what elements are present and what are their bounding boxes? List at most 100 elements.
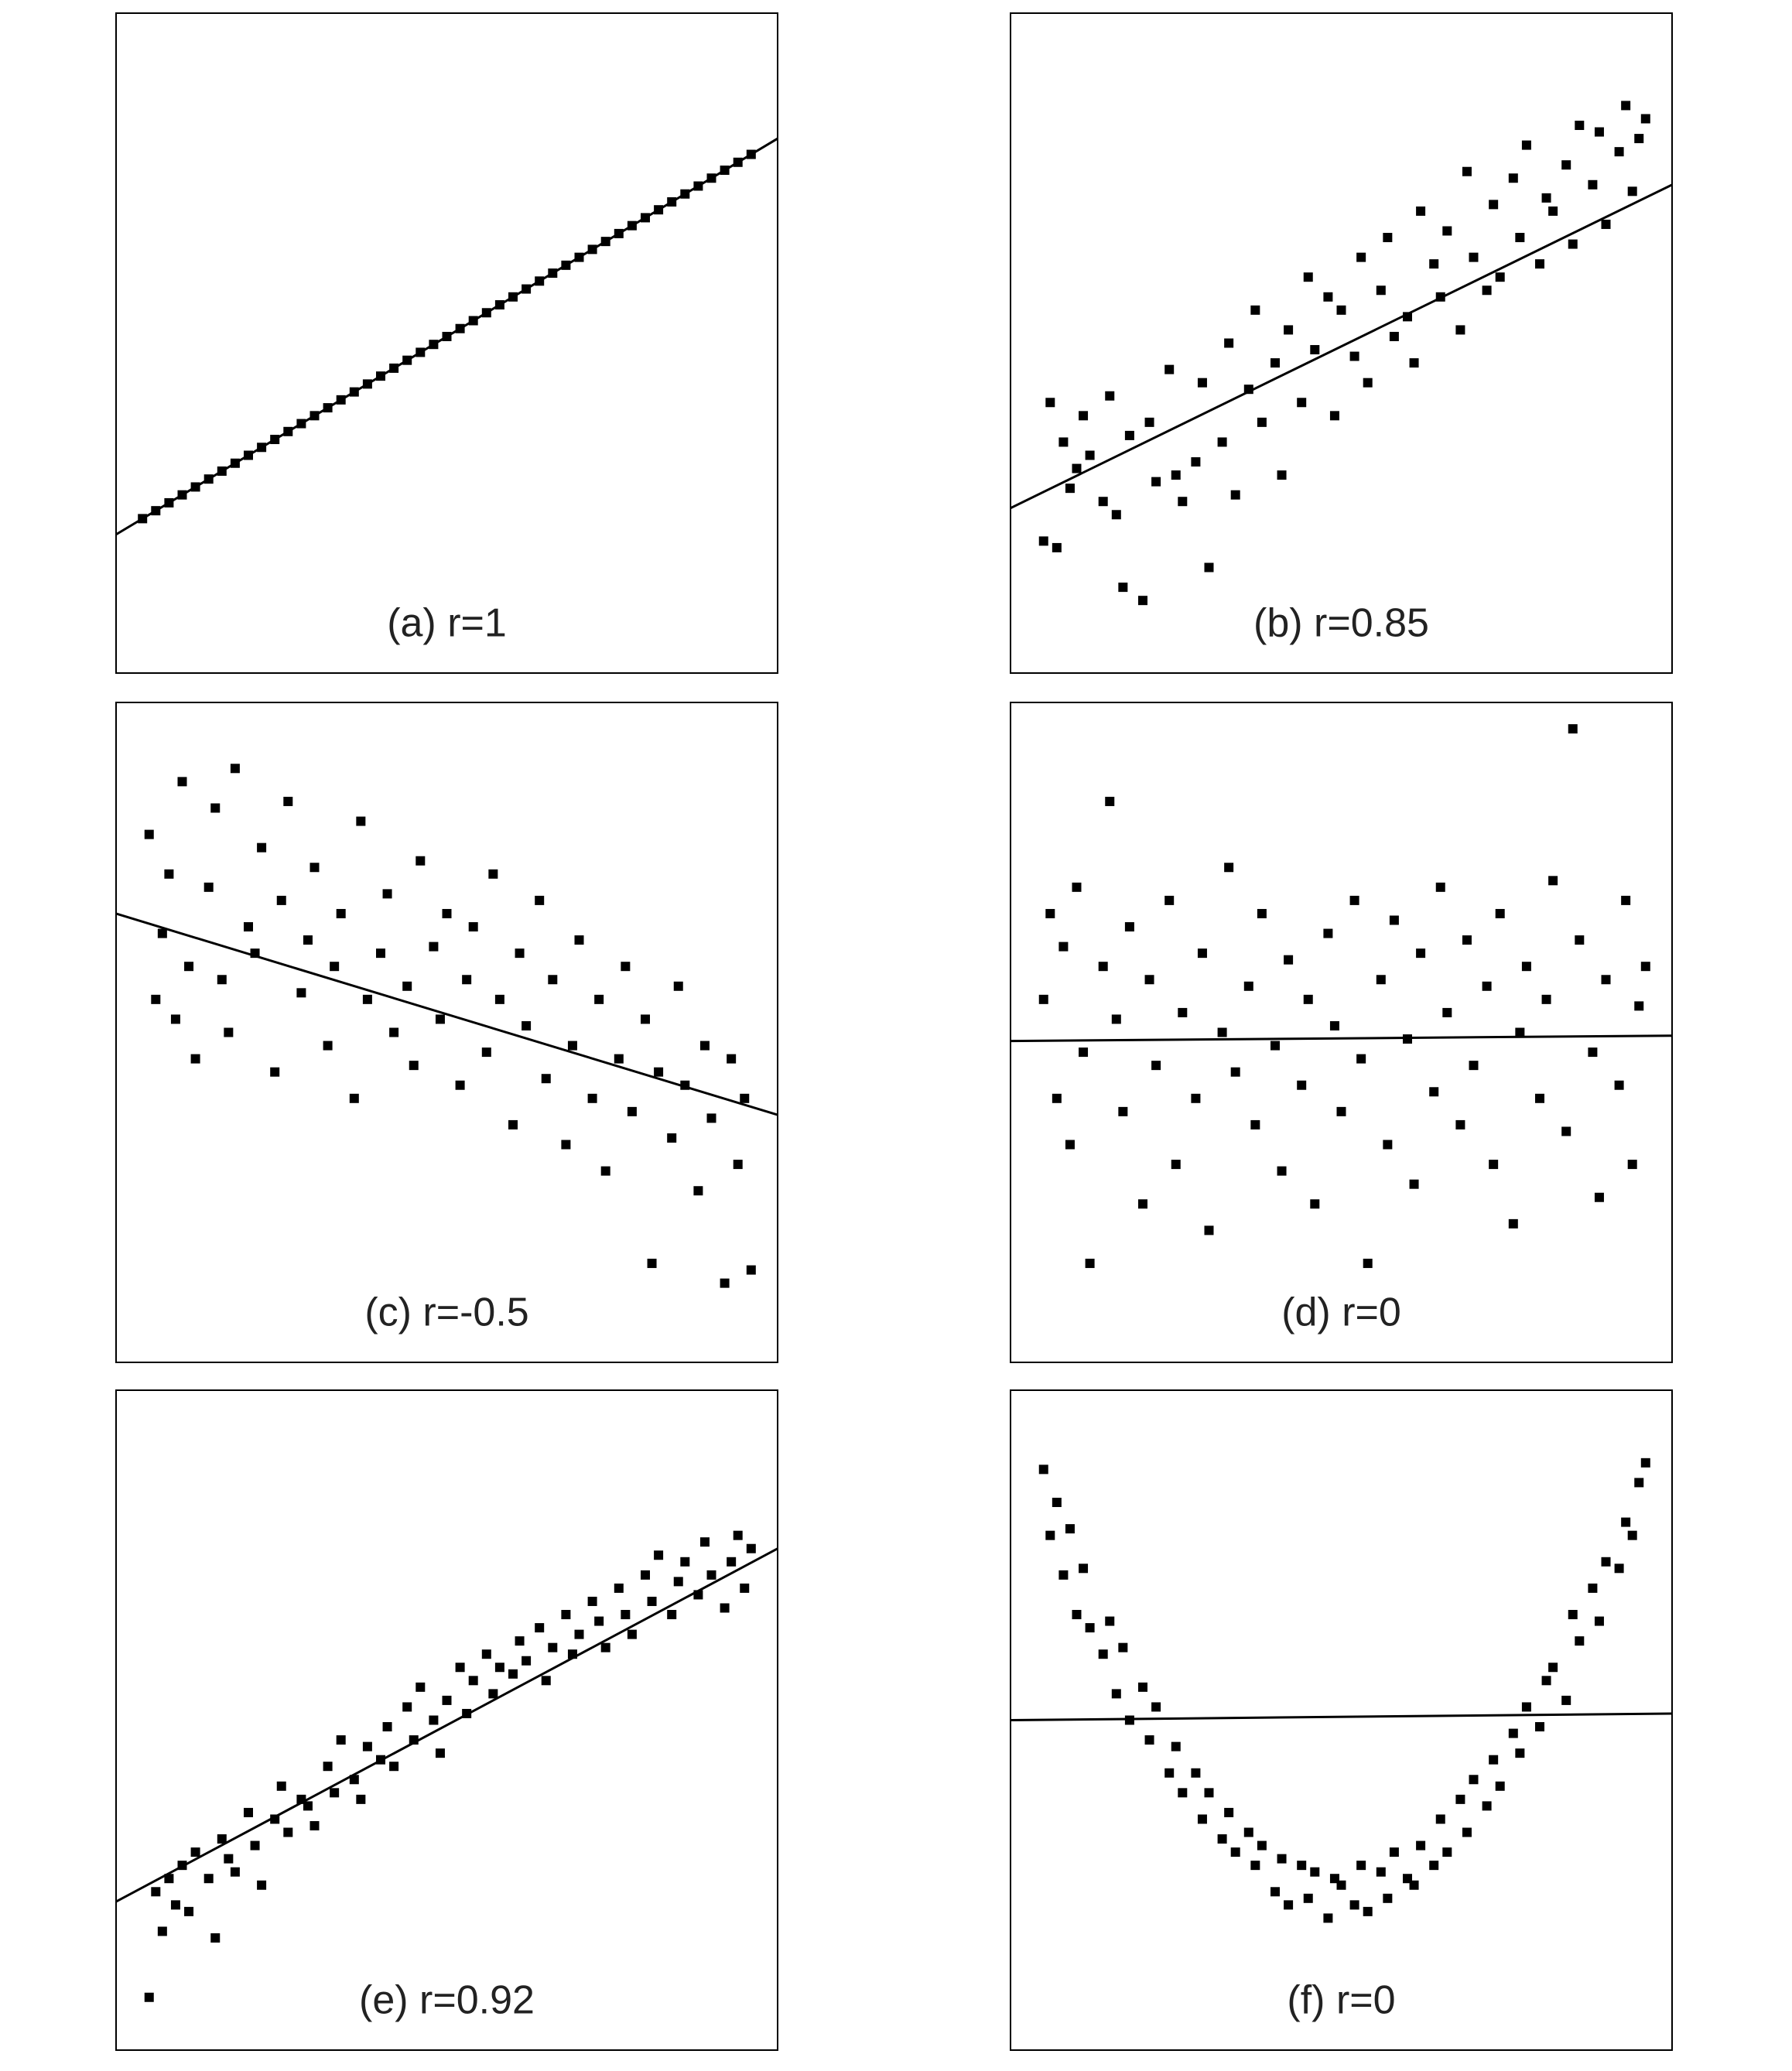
point	[1079, 411, 1089, 421]
point	[362, 1741, 372, 1751]
point	[276, 1781, 286, 1791]
point	[535, 1623, 545, 1633]
point	[1124, 430, 1134, 440]
point	[309, 863, 320, 873]
point	[336, 1735, 346, 1745]
point	[1297, 398, 1307, 408]
point	[230, 764, 240, 774]
point	[647, 1596, 657, 1606]
point	[1204, 562, 1214, 572]
point	[1621, 101, 1631, 111]
point	[1257, 908, 1267, 918]
point	[1178, 497, 1188, 507]
point	[1144, 1735, 1154, 1745]
point	[1601, 219, 1611, 229]
point	[210, 803, 221, 813]
point	[402, 1702, 412, 1712]
point	[1171, 470, 1181, 480]
point	[1376, 1867, 1386, 1877]
point	[522, 1656, 532, 1666]
point	[1621, 895, 1631, 905]
point	[733, 1530, 743, 1540]
point	[402, 981, 412, 991]
point	[1429, 259, 1439, 269]
point	[1416, 206, 1426, 216]
point	[303, 1801, 313, 1811]
point	[1164, 364, 1175, 374]
point	[699, 1537, 710, 1547]
point	[1243, 981, 1253, 991]
point	[362, 994, 372, 1004]
point	[1508, 1218, 1518, 1229]
point	[1489, 1160, 1499, 1170]
point	[1489, 200, 1499, 210]
point	[720, 1278, 730, 1288]
point	[1277, 1854, 1287, 1864]
panel-title: (a) r=1	[387, 600, 507, 645]
point	[1111, 510, 1121, 520]
point	[1171, 1741, 1181, 1751]
point	[1363, 1906, 1373, 1916]
point	[1270, 1041, 1280, 1051]
point	[1640, 114, 1650, 124]
point	[1535, 1093, 1544, 1103]
point	[1058, 1570, 1069, 1580]
point	[508, 1119, 518, 1129]
point	[1065, 1524, 1075, 1534]
point	[323, 1762, 333, 1772]
point	[548, 1642, 558, 1652]
point	[1297, 1861, 1307, 1871]
point	[1045, 398, 1055, 408]
point	[1349, 351, 1359, 361]
point	[157, 1926, 167, 1936]
point	[1052, 542, 1062, 552]
point	[1224, 1807, 1234, 1817]
point	[515, 948, 525, 959]
point	[1284, 955, 1294, 965]
point	[587, 1596, 597, 1606]
point	[1144, 417, 1154, 427]
point	[1634, 134, 1644, 144]
point	[1323, 292, 1333, 302]
plot-area	[116, 1530, 778, 2002]
point	[1284, 325, 1294, 335]
point	[535, 895, 545, 905]
point	[276, 895, 286, 905]
point	[190, 1054, 200, 1064]
point	[1409, 358, 1419, 368]
point	[468, 1676, 478, 1686]
point	[416, 1682, 426, 1692]
point	[442, 1695, 452, 1705]
point	[1230, 1847, 1240, 1857]
panel-title: (e) r=0.92	[359, 1977, 535, 2022]
point	[1614, 1564, 1624, 1574]
point	[1389, 915, 1399, 925]
point	[1038, 536, 1048, 546]
point	[740, 1583, 750, 1593]
panel-frame	[115, 702, 778, 1363]
point	[435, 1748, 445, 1758]
point	[541, 1676, 551, 1686]
panel-title: (c) r=-0.5	[364, 1290, 528, 1335]
point	[614, 1583, 624, 1593]
plot-area	[1011, 724, 1672, 1269]
point	[1601, 1557, 1611, 1567]
point	[1541, 1676, 1551, 1686]
point	[1442, 1847, 1452, 1857]
point	[1416, 948, 1426, 959]
point	[1442, 1007, 1452, 1017]
point	[488, 1689, 498, 1699]
point	[170, 1014, 180, 1024]
point	[1383, 1140, 1393, 1150]
point	[1469, 1061, 1479, 1071]
point	[1495, 272, 1505, 282]
point	[1594, 1616, 1604, 1626]
point	[1515, 1748, 1525, 1758]
point	[1310, 1867, 1320, 1877]
panel-frame	[1010, 702, 1673, 1363]
point	[1363, 1259, 1373, 1269]
point	[1243, 1827, 1253, 1837]
point	[720, 1603, 730, 1613]
point	[561, 1140, 571, 1150]
point	[1455, 1119, 1465, 1129]
